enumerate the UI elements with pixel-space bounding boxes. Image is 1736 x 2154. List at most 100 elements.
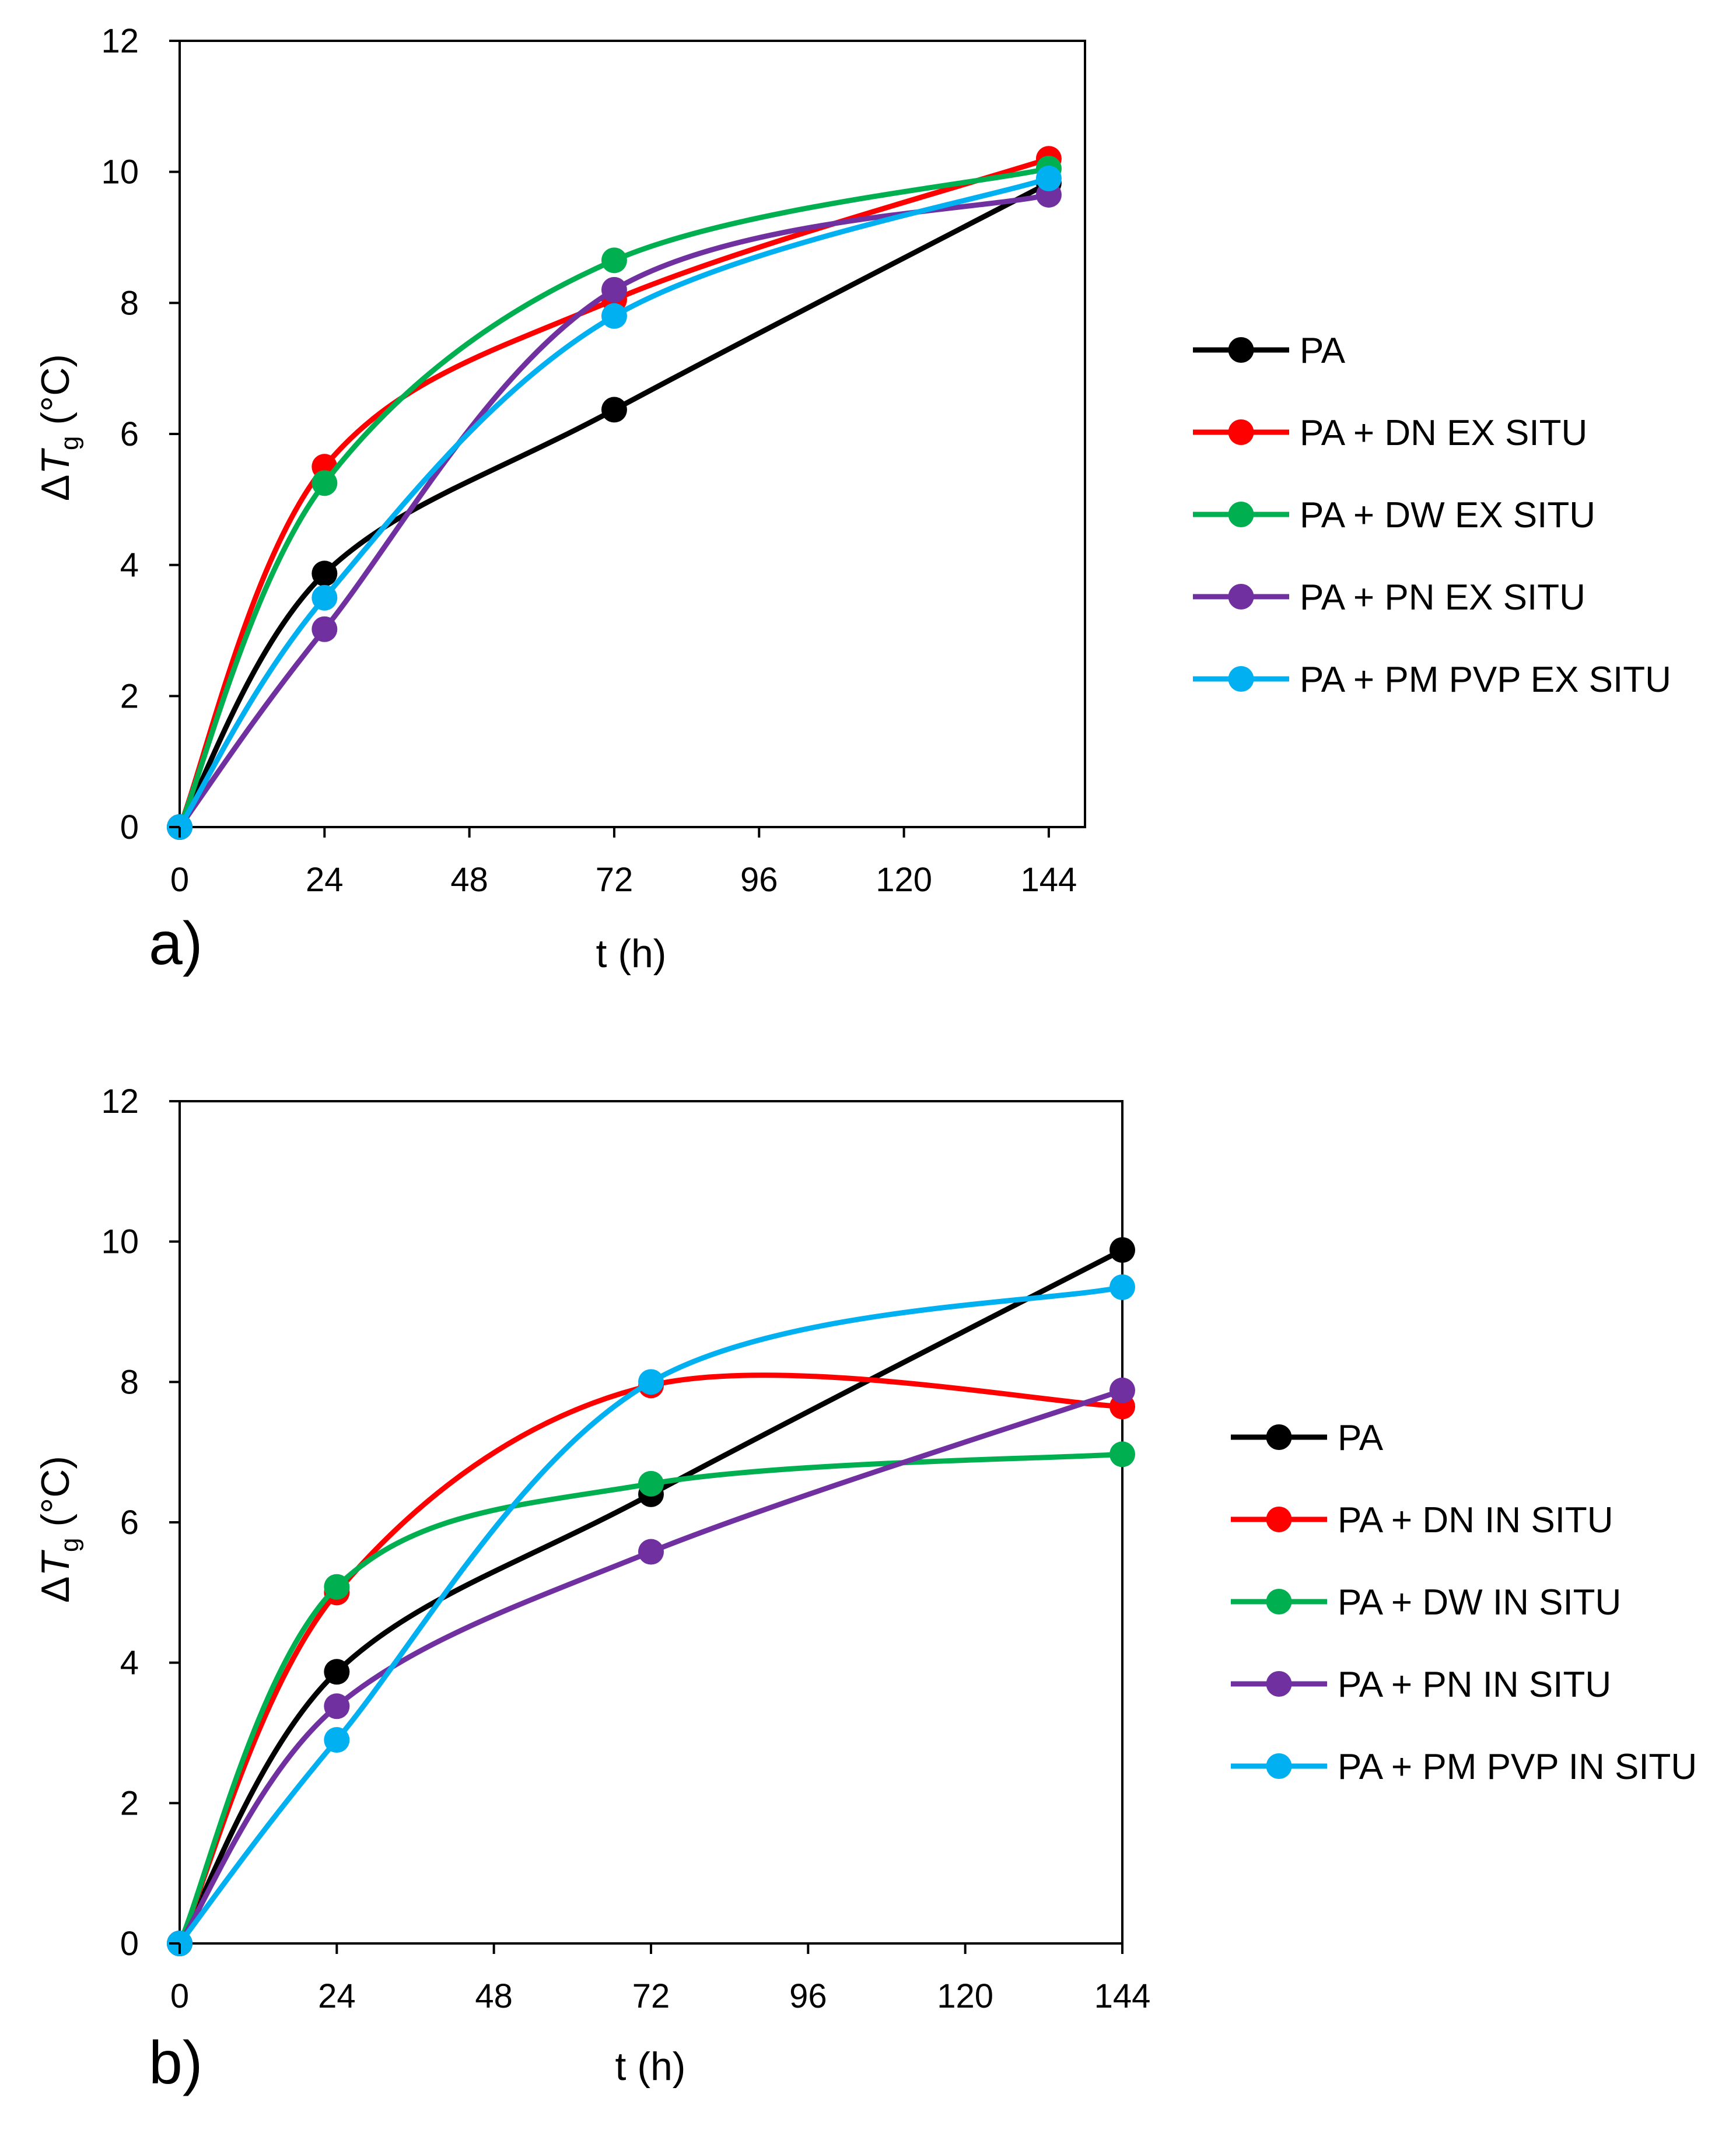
legend-entry: PA + DW IN SITU bbox=[1231, 1582, 1621, 1623]
data-point bbox=[638, 1539, 664, 1565]
data-point bbox=[1110, 1274, 1135, 1300]
legend-entry: PA bbox=[1193, 331, 1346, 371]
legend-b: PA PA + DN IN SITU PA + DW IN SITU PA + PN … bbox=[1231, 1418, 1697, 1787]
x-axis-title-b: t (h) bbox=[615, 2044, 686, 2089]
x-axis-title-a: t (h) bbox=[596, 931, 667, 976]
data-point bbox=[1035, 165, 1062, 191]
series-line bbox=[177, 1372, 1125, 1946]
x-tick-label: 72 bbox=[596, 861, 634, 899]
x-tick-label: 144 bbox=[1094, 1977, 1151, 2015]
legend-entry: PA + DN IN SITU bbox=[1231, 1500, 1614, 1540]
series-line bbox=[177, 1451, 1125, 1946]
legend-label: PA + PN IN SITU bbox=[1338, 1665, 1611, 1705]
x-tick-label: 96 bbox=[740, 861, 778, 899]
legend-label: PA + DN IN SITU bbox=[1338, 1500, 1614, 1540]
data-point bbox=[601, 303, 627, 329]
legend-label: PA + PM PVP IN SITU bbox=[1338, 1747, 1697, 1787]
legend-label: PA bbox=[1338, 1418, 1384, 1458]
y-axis-title-a: ΔTg (°C) bbox=[33, 354, 84, 501]
y-tick-label: 8 bbox=[120, 284, 139, 322]
y-tick-label: 10 bbox=[101, 153, 139, 191]
legend-swatch-marker bbox=[1228, 584, 1254, 610]
legend-label: PA + DN EX SITU bbox=[1300, 413, 1587, 453]
legend-entry: PA bbox=[1231, 1418, 1384, 1458]
legend-entry: PA + DN EX SITU bbox=[1193, 413, 1587, 453]
panel-label-b: b) bbox=[149, 2029, 202, 2097]
series-line bbox=[177, 166, 1052, 830]
series-line bbox=[177, 180, 1052, 830]
x-tick-label: 48 bbox=[475, 1977, 513, 2015]
legend-label: PA bbox=[1300, 331, 1346, 371]
x-tick-label: 0 bbox=[170, 1977, 189, 2015]
data-point bbox=[324, 1693, 350, 1719]
series-layer-b bbox=[167, 1237, 1135, 1956]
x-tick-label: 120 bbox=[876, 861, 932, 899]
data-point bbox=[324, 1727, 350, 1753]
data-point bbox=[638, 1369, 664, 1395]
series-line bbox=[177, 1388, 1125, 1946]
x-tick-label: 96 bbox=[789, 1977, 827, 2015]
y-tick-label: 4 bbox=[120, 547, 139, 584]
data-point bbox=[312, 584, 338, 611]
legend-label: PA + PN EX SITU bbox=[1300, 577, 1586, 618]
y-tick-label: 6 bbox=[120, 1504, 139, 1542]
data-point bbox=[1110, 1237, 1135, 1263]
x-tick-label: 0 bbox=[170, 861, 189, 899]
y-tick-label: 12 bbox=[101, 1083, 139, 1120]
legend-label: PA + DW IN SITU bbox=[1338, 1582, 1621, 1623]
x-tick-label: 120 bbox=[937, 1977, 993, 2015]
data-point bbox=[312, 470, 338, 496]
x-tick-label: 144 bbox=[1021, 861, 1077, 899]
y-tick-label: 2 bbox=[120, 677, 139, 715]
data-point bbox=[601, 276, 627, 303]
data-point bbox=[1110, 1441, 1135, 1467]
panel-label-a: a) bbox=[149, 910, 202, 978]
y-tick-label: 10 bbox=[101, 1223, 139, 1261]
data-point bbox=[601, 397, 627, 423]
legend-label: PA + DW EX SITU bbox=[1300, 495, 1595, 535]
legend-swatch-marker bbox=[1266, 1753, 1292, 1779]
legend-a: PA PA + DN EX SITU PA + DW EX SITU PA + PN … bbox=[1193, 331, 1671, 700]
legend-entry: PA + PM PVP IN SITU bbox=[1231, 1747, 1697, 1787]
data-point bbox=[324, 1659, 350, 1685]
data-point bbox=[312, 561, 338, 587]
legend-entry: PA + DW EX SITU bbox=[1193, 495, 1595, 535]
y-tick-label: 8 bbox=[120, 1363, 139, 1401]
x-tick-label: 24 bbox=[318, 1977, 356, 2015]
legend-swatch-marker bbox=[1266, 1671, 1292, 1697]
legend-swatch-marker bbox=[1228, 666, 1254, 692]
series-line bbox=[177, 156, 1052, 830]
series-line bbox=[177, 1247, 1125, 1946]
series-line bbox=[177, 176, 1052, 830]
legend-swatch-marker bbox=[1266, 1589, 1292, 1614]
y-tick-label: 2 bbox=[120, 1784, 139, 1822]
data-point bbox=[1110, 1377, 1135, 1403]
legend-label: PA + PM PVP EX SITU bbox=[1300, 660, 1671, 700]
y-axis-title-b: ΔTg (°C) bbox=[33, 1456, 84, 1603]
x-tick-label: 48 bbox=[450, 861, 488, 899]
legend-swatch-marker bbox=[1266, 1424, 1292, 1450]
y-tick-label: 12 bbox=[101, 22, 139, 60]
series-4 bbox=[167, 165, 1062, 840]
y-tick-label: 0 bbox=[120, 1925, 139, 1963]
legend-swatch-marker bbox=[1228, 337, 1254, 363]
data-point bbox=[601, 247, 627, 274]
data-point bbox=[312, 616, 338, 642]
y-tick-label: 0 bbox=[120, 808, 139, 846]
series-layer-a bbox=[167, 146, 1062, 840]
x-tick-label: 72 bbox=[632, 1977, 670, 2015]
x-tick-label: 24 bbox=[306, 861, 344, 899]
series-line bbox=[177, 192, 1052, 830]
legend-entry: PA + PN IN SITU bbox=[1231, 1665, 1611, 1705]
legend-swatch-marker bbox=[1266, 1507, 1292, 1532]
data-point bbox=[324, 1574, 350, 1600]
legend-swatch-marker bbox=[1228, 419, 1254, 445]
legend-swatch-marker bbox=[1228, 502, 1254, 527]
series-line bbox=[177, 1284, 1125, 1946]
